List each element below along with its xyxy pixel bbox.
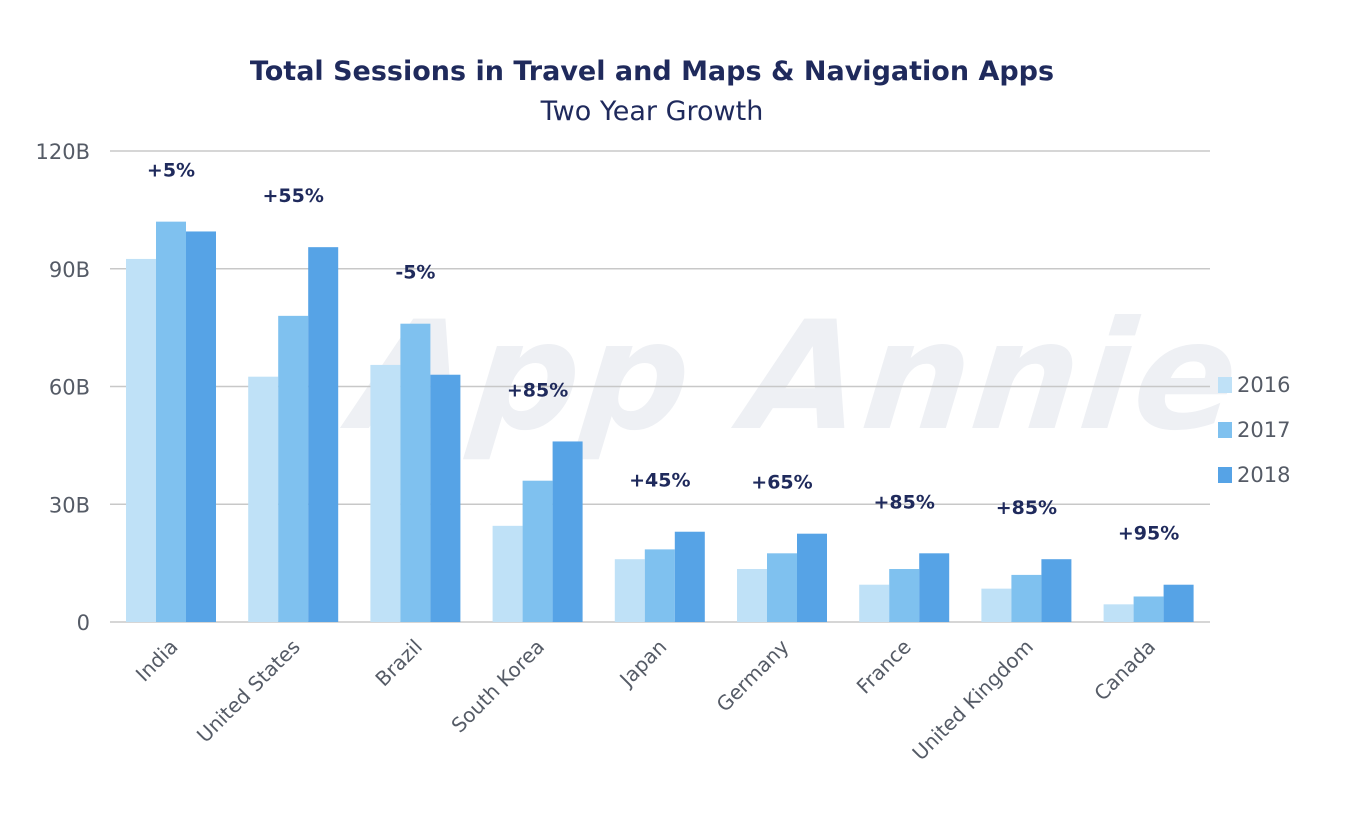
bar-2018-2 <box>430 374 461 622</box>
legend-swatch-2016 <box>1218 376 1232 393</box>
bar-2018-5 <box>797 533 827 622</box>
x-tick-label-0: India <box>131 635 183 687</box>
bar-2017-2 <box>400 323 431 622</box>
bar-2018-3 <box>552 441 583 622</box>
growth-label-0: +5% <box>147 160 195 182</box>
growth-label-6: +85% <box>873 491 934 513</box>
bar-2018-1 <box>308 247 339 622</box>
bar-2017-8 <box>1133 596 1164 622</box>
bar-2016-6 <box>859 584 890 622</box>
bar-2017-7 <box>1011 574 1042 622</box>
bar-2018-0 <box>186 231 216 622</box>
growth-label-2: -5% <box>395 262 435 284</box>
growth-label-7: +85% <box>996 497 1057 519</box>
bar-2016-1 <box>248 376 279 622</box>
bar-2017-3 <box>522 480 553 622</box>
bar-2017-6 <box>889 569 920 622</box>
bar-2017-4 <box>644 549 675 622</box>
y-tick-label-4: 120B <box>36 140 91 164</box>
growth-label-3: +85% <box>507 379 568 401</box>
chart-title: Total Sessions in Travel and Maps & Navi… <box>249 56 1055 87</box>
x-tick-label-1: United States <box>192 635 305 748</box>
legend-label-2016: 2016 <box>1237 372 1291 397</box>
legend-item-2016: 2016 <box>1218 362 1290 407</box>
x-tick-label-6: France <box>852 635 916 699</box>
bar-2016-8 <box>1103 604 1134 622</box>
bar-2016-3 <box>492 525 523 622</box>
bar-2017-5 <box>767 553 797 622</box>
bar-2018-6 <box>919 553 950 622</box>
legend-label-2018: 2018 <box>1237 462 1291 487</box>
legend-label-2017: 2017 <box>1237 417 1291 442</box>
growth-label-4: +45% <box>629 470 690 492</box>
x-tick-label-2: Brazil <box>370 635 426 691</box>
x-tick-label-3: South Korea <box>446 635 549 738</box>
y-tick-label-1: 30B <box>49 493 90 517</box>
growth-label-1: +55% <box>262 185 323 207</box>
legend-swatch-2017 <box>1218 421 1232 438</box>
bar-2018-7 <box>1041 559 1072 622</box>
y-tick-label-3: 90B <box>49 258 90 282</box>
bar-2017-0 <box>156 221 186 622</box>
bar-2016-5 <box>737 569 767 622</box>
y-tick-label-2: 60B <box>49 376 90 400</box>
bar-2018-8 <box>1163 584 1194 622</box>
y-tick-label-0: 0 <box>77 611 90 635</box>
x-tick-label-7: United Kingdom <box>907 635 1037 765</box>
legend-item-2018: 2018 <box>1218 452 1290 497</box>
chart-subtitle: Two Year Growth <box>540 96 764 127</box>
growth-label-5: +65% <box>751 472 812 494</box>
bar-2016-7 <box>981 588 1012 622</box>
bar-2016-0 <box>126 258 156 622</box>
legend-swatch-2018 <box>1218 466 1232 483</box>
legend: 2016 2017 2018 <box>1218 362 1290 497</box>
bar-2016-2 <box>370 364 401 622</box>
bar-2016-4 <box>614 559 645 622</box>
x-tick-label-5: Germany <box>712 634 794 716</box>
x-tick-label-8: Canada <box>1089 635 1160 706</box>
x-tick-label-4: Japan <box>614 635 672 693</box>
growth-label-8: +95% <box>1118 523 1179 545</box>
legend-item-2017: 2017 <box>1218 407 1290 452</box>
bar-2018-4 <box>674 531 705 622</box>
bar-2017-1 <box>278 315 309 622</box>
